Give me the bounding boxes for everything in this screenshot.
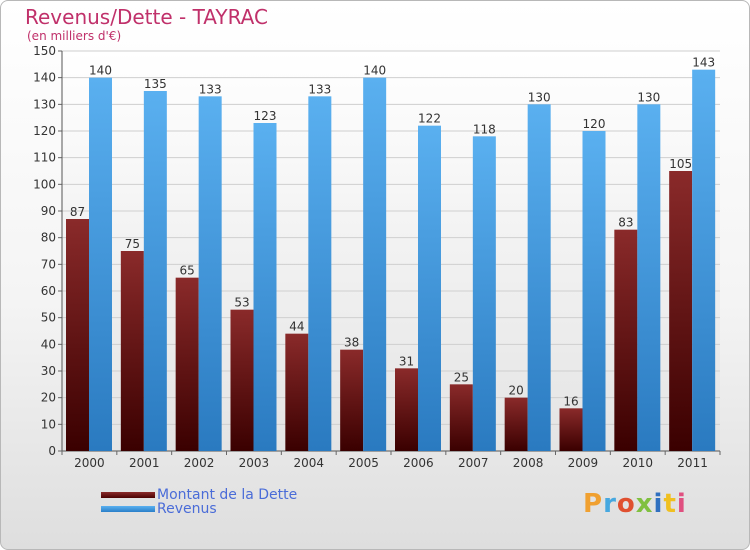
debt-bar xyxy=(175,277,199,451)
debt-value-label: 20 xyxy=(509,384,524,398)
y-tick-label: 40 xyxy=(41,337,56,351)
debt-bar xyxy=(120,251,144,451)
revenue-bar xyxy=(363,77,387,452)
debt-bar xyxy=(614,229,638,451)
revenue-bar xyxy=(582,131,606,451)
y-tick-label: 50 xyxy=(41,311,56,325)
revenue-value-label: 133 xyxy=(199,82,222,96)
x-tick-label: 2011 xyxy=(677,456,708,470)
revenue-bar xyxy=(308,96,332,451)
revenue-bar xyxy=(472,136,496,452)
debt-value-label: 75 xyxy=(125,237,140,251)
y-tick-label: 80 xyxy=(41,231,56,245)
x-tick-label: 2005 xyxy=(348,456,379,470)
x-tick-label: 2010 xyxy=(622,456,653,470)
x-tick-label: 2008 xyxy=(513,456,544,470)
revenue-value-label: 120 xyxy=(583,117,606,131)
revenue-bar xyxy=(637,104,661,451)
x-tick-label: 2003 xyxy=(239,456,270,470)
revenue-bar xyxy=(143,91,167,451)
y-tick-label: 110 xyxy=(33,151,56,165)
revenue-value-label: 140 xyxy=(89,64,112,78)
debt-value-label: 65 xyxy=(180,264,195,278)
plot-area xyxy=(62,51,720,451)
debt-value-label: 31 xyxy=(399,354,414,368)
debt-bar xyxy=(66,219,89,451)
revenue-bar xyxy=(89,77,112,452)
x-tick-label: 2001 xyxy=(129,456,160,470)
y-tick-label: 130 xyxy=(33,97,56,111)
debt-bar xyxy=(395,368,418,451)
revenue-value-label: 143 xyxy=(692,56,715,70)
y-tick-label: 140 xyxy=(33,71,56,85)
revenue-value-label: 133 xyxy=(308,82,331,96)
y-tick-label: 60 xyxy=(41,284,56,298)
revenue-value-label: 118 xyxy=(473,122,496,136)
legend-swatch-revenus xyxy=(101,506,155,512)
revenue-value-label: 122 xyxy=(418,112,441,126)
debt-value-label: 87 xyxy=(70,205,85,219)
debt-value-label: 38 xyxy=(344,336,359,350)
debt-bar xyxy=(285,333,309,451)
debt-value-label: 25 xyxy=(454,370,469,384)
chart-title: Revenus/Dette - TAYRAC xyxy=(25,5,268,29)
debt-value-label: 83 xyxy=(618,216,633,230)
legend-label-dette: Montant de la Dette xyxy=(157,487,298,503)
revenue-bar xyxy=(198,96,222,451)
x-tick-label: 2006 xyxy=(403,456,434,470)
debt-value-label: 105 xyxy=(669,157,692,171)
x-tick-label: 2004 xyxy=(293,456,324,470)
revenue-bar xyxy=(418,125,441,452)
y-tick-label: 90 xyxy=(41,204,56,218)
debt-bar xyxy=(559,408,583,451)
x-tick-label: 2000 xyxy=(74,456,105,470)
debt-value-label: 44 xyxy=(289,320,304,334)
legend-label-revenus: Revenus xyxy=(157,501,217,517)
revenue-value-label: 130 xyxy=(528,90,551,104)
debt-value-label: 16 xyxy=(563,394,578,408)
y-tick-label: 0 xyxy=(48,444,56,458)
x-tick-label: 2009 xyxy=(568,456,599,470)
debt-bar xyxy=(669,171,693,451)
debt-value-label: 53 xyxy=(234,296,249,310)
legend-swatch-dette xyxy=(101,492,155,498)
debt-bar xyxy=(340,349,364,451)
debt-bar xyxy=(504,397,528,451)
x-tick-label: 2007 xyxy=(458,456,489,470)
revenue-value-label: 135 xyxy=(144,77,167,91)
y-tick-label: 150 xyxy=(33,44,56,58)
chart-subtitle: (en milliers d'€) xyxy=(27,29,122,43)
y-tick-label: 120 xyxy=(33,124,56,138)
revenue-value-label: 130 xyxy=(637,90,660,104)
y-tick-label: 10 xyxy=(41,417,56,431)
y-tick-label: 70 xyxy=(41,257,56,271)
debt-bar xyxy=(449,384,473,451)
y-tick-label: 20 xyxy=(41,391,56,405)
revenue-bar xyxy=(692,69,716,452)
x-tick-label: 2002 xyxy=(184,456,215,470)
proxiti-logo: Proxiti xyxy=(583,489,687,519)
revenue-value-label: 140 xyxy=(363,64,386,78)
revenue-bar xyxy=(527,104,551,451)
debt-bar xyxy=(230,309,254,451)
y-tick-label: 100 xyxy=(33,177,56,191)
revenue-bar xyxy=(253,123,277,451)
revenue-value-label: 123 xyxy=(254,109,277,123)
y-tick-label: 30 xyxy=(41,364,56,378)
